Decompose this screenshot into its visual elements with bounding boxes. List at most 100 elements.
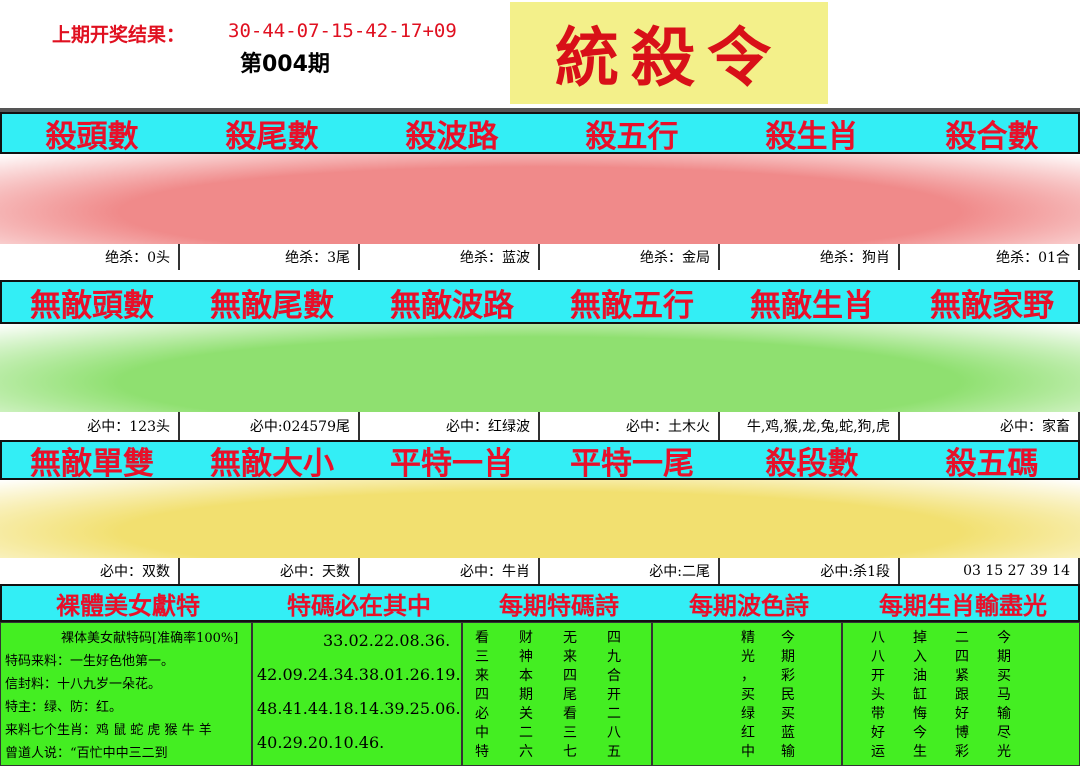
header-cell: 無敵波路 — [390, 287, 514, 324]
poem-char: 博 — [955, 725, 969, 741]
poem-char: 五 — [607, 744, 621, 760]
bottom-header-cell: 每期波色詩 — [689, 590, 809, 620]
content-column: 看财无四三神来九来本四合四期尾开必关看二中二三八特六七五 — [462, 622, 652, 766]
header-cell: 無敵單雙 — [30, 445, 154, 482]
section-header: 無敵單雙 無敵大小 平特一肖 平特一尾 殺段數 殺五碼 — [0, 440, 1080, 482]
poem-char: 跟 — [955, 687, 969, 703]
poem-char: 民 — [781, 687, 795, 703]
number-line: 42.09.24.34.38.01.26.19. — [257, 665, 461, 684]
poem-char: 运 — [871, 744, 885, 760]
tip-line: 信封料：十八九岁一朵花。 — [5, 677, 162, 692]
poem-char: 三 — [475, 649, 489, 665]
tip-line: 裸体美女献特码[准确率100%] — [61, 631, 239, 646]
poem-char: 彩 — [955, 744, 969, 760]
header-cell: 殺合數 — [945, 118, 1039, 155]
poem-char: 尽 — [997, 725, 1011, 741]
poem-char: 马 — [997, 687, 1011, 703]
poem-char: 九 — [607, 649, 621, 665]
poem-char: 缸 — [913, 687, 927, 703]
poem-char: 光 — [741, 649, 755, 665]
poem-char: 期 — [781, 649, 795, 665]
poem-char: 必 — [475, 706, 489, 722]
poem-char: 绿 — [741, 706, 755, 722]
poem-char: 看 — [563, 706, 577, 722]
label-cell: 绝杀：蓝波 — [360, 244, 540, 270]
header-cell: 無敵生肖 — [750, 287, 874, 324]
bottom-header-cell: 特碼必在其中 — [287, 590, 431, 620]
last-result: 30-44-07-15-42-17+09 — [228, 20, 457, 42]
bottom-header-cell: 每期特碼詩 — [499, 590, 619, 620]
label-cell: 必中：双数 — [0, 558, 180, 584]
poem-char: 无 — [563, 630, 577, 646]
section-header: 殺頭數 殺尾數 殺波路 殺五行 殺生肖 殺合數 — [0, 112, 1080, 155]
poem-char: 二 — [607, 706, 621, 722]
poem-char: 彩 — [781, 668, 795, 684]
poem-char: 带 — [871, 706, 885, 722]
label-cell: 必中：家畜 — [900, 412, 1080, 440]
label-cell: 必中：牛肖 — [360, 558, 540, 584]
poem-char: 尾 — [563, 687, 577, 703]
poem-char: 七 — [563, 744, 577, 760]
poem-char: 财 — [519, 630, 533, 646]
poem-char: 中 — [475, 725, 489, 741]
label-cell: 绝杀：0头 — [0, 244, 180, 270]
poem-char: 红 — [741, 725, 755, 741]
label-cell: 必中：123头 — [0, 412, 180, 440]
header-cell: 無敵五行 — [570, 287, 694, 324]
poem-char: 期 — [519, 687, 533, 703]
poem-char: 四 — [607, 630, 621, 646]
poem-char: ， — [741, 668, 755, 684]
content-column: 精今光期，彩买民绿买红蓝中输 — [652, 622, 842, 766]
poem-char: 来 — [475, 668, 489, 684]
label-cell: 必中:杀1段 — [720, 558, 900, 584]
tip-line: 来料七个生肖：鸡 鼠 蛇 虎 猴 牛 羊 — [5, 723, 212, 738]
header-cell: 平特一尾 — [570, 445, 694, 482]
poem-char: 精 — [741, 630, 755, 646]
poem-char: 生 — [913, 744, 927, 760]
header-cell: 殺五行 — [585, 118, 679, 155]
poem-char: 四 — [563, 668, 577, 684]
poem-char: 二 — [955, 630, 969, 646]
header-cell: 無敵頭數 — [30, 287, 154, 324]
poem-char: 今 — [781, 630, 795, 646]
poem-char: 油 — [913, 668, 927, 684]
poem-char: 掉 — [913, 630, 927, 646]
bottom-header: 裸體美女獻特 特碼必在其中 每期特碼詩 每期波色詩 每期生肖輸盡光 — [0, 584, 1080, 622]
poem-char: 来 — [563, 649, 577, 665]
poem-char: 悔 — [913, 706, 927, 722]
poem-char: 四 — [475, 687, 489, 703]
poem-char: 八 — [871, 630, 885, 646]
header-cell: 無敵大小 — [210, 445, 334, 482]
poem-char: 今 — [913, 725, 927, 741]
poem-char: 特 — [475, 744, 489, 760]
header-cell: 無敵尾數 — [210, 287, 334, 324]
label-cell: 必中：红绿波 — [360, 412, 540, 440]
poem-char: 关 — [519, 706, 533, 722]
label-cell: 03 15 27 39 14 — [900, 558, 1080, 584]
poem-char: 买 — [997, 668, 1011, 684]
poem-char: 二 — [519, 725, 533, 741]
poem-char: 合 — [607, 668, 621, 684]
bottom-header-cell: 裸體美女獻特 — [56, 590, 200, 620]
header-cell: 殺尾數 — [225, 118, 319, 155]
poem-char: 神 — [519, 649, 533, 665]
divider — [0, 108, 1080, 112]
poem-char: 蓝 — [781, 725, 795, 741]
poem-char: 入 — [913, 649, 927, 665]
number-line: 48.41.44.18.14.39.25.06. — [257, 699, 461, 718]
header-cell: 平特一肖 — [390, 445, 514, 482]
poem-char: 开 — [607, 687, 621, 703]
content-column: 八掉二今八入四期开油紧买头缸跟马带悔好输好今博尽运生彩光 — [842, 622, 1080, 766]
tip-line: 特码来料：一生好色他第一。 — [5, 654, 175, 669]
label-cell: 必中：天数 — [180, 558, 360, 584]
label-cell: 绝杀：01合 — [900, 244, 1080, 270]
poem-char: 开 — [871, 668, 885, 684]
section-header: 無敵頭數 無敵尾數 無敵波路 無敵五行 無敵生肖 無敵家野 — [0, 280, 1080, 324]
poem-char: 期 — [997, 649, 1011, 665]
poem-char: 八 — [871, 649, 885, 665]
tip-line: 特主：绿、防：红。 — [5, 700, 123, 715]
poem-char: 好 — [871, 725, 885, 741]
poem-char: 输 — [781, 744, 795, 760]
content-column: 裸体美女献特码[准确率100%] 特码来料：一生好色他第一。 信封料：十八九岁一朵花… — [0, 622, 252, 766]
label-cell: 绝杀：狗肖 — [720, 244, 900, 270]
